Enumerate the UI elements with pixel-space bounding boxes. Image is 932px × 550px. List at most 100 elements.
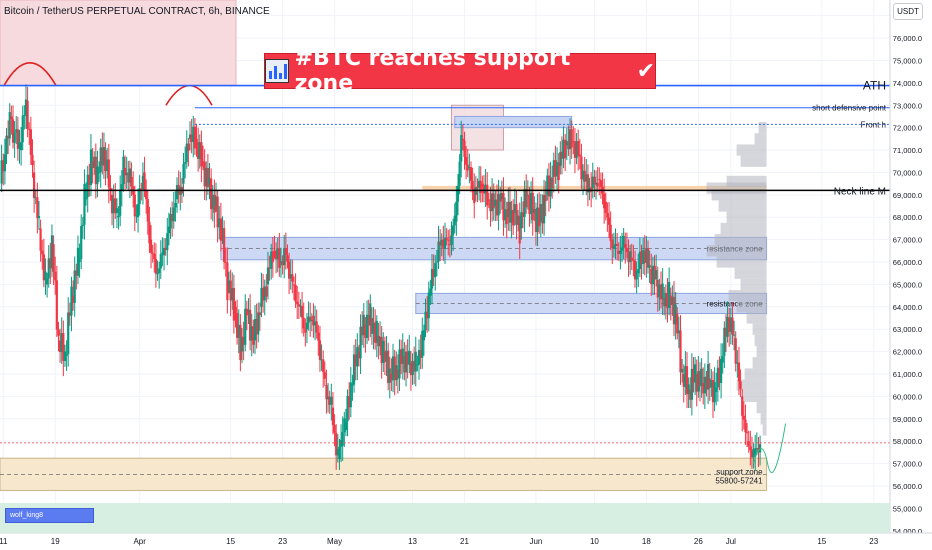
candle-body [223,228,226,262]
volume-profile-bar [706,182,767,194]
candle-body [393,356,396,381]
candle-body [357,351,361,359]
candle-body [685,366,689,395]
candle-body [257,312,260,335]
candle-body [328,396,331,405]
candle-body [89,149,93,186]
price-tick-label: 76,000.0 [893,34,922,43]
ath-highlight-box [0,0,237,87]
candle-body [382,340,385,364]
candle-body [320,359,323,361]
candle-body [127,172,130,183]
volume-profile-bar [720,222,767,235]
candle-body [58,340,62,353]
candle-body [681,369,684,373]
candle-body [586,174,590,193]
candle-body [133,194,136,217]
candle-body [466,164,469,171]
time-tick-label: Jun [529,537,542,546]
candle-body [732,334,736,336]
candle-body [705,376,708,390]
candle-body [687,384,690,395]
candle-body [75,270,78,276]
candle-body [304,328,307,333]
candle-body [497,193,500,216]
candle-body [356,347,359,367]
candle-body [185,143,188,163]
candle-body [650,268,653,285]
candle-body [110,194,114,214]
candle-body [283,248,286,266]
candle-body [539,204,542,222]
volume-profile-bar [742,390,767,402]
candle-body [503,209,507,221]
candle-body [50,235,54,269]
candle-body [729,317,732,332]
candle-body [36,197,39,219]
candle-body [232,288,235,321]
candle-body [294,284,297,302]
candle-body [745,432,749,434]
currency-button[interactable]: USDT [893,3,923,20]
candle-body [703,376,706,394]
candle-body [411,360,414,376]
volume-profile-bar [754,334,767,347]
candle-body [581,170,585,180]
volume-profile-bar [756,401,767,414]
candle-body [369,303,372,326]
candle-body [525,189,528,208]
price-tick-label: 70,000.0 [893,168,922,177]
candle-body [518,215,521,244]
candle-body [262,287,265,301]
candle-body [348,396,351,408]
candle-body [593,176,596,185]
volume-profile-bar [760,413,767,425]
candle-body [404,351,408,373]
candle-body [440,239,443,246]
volume-profile-bar [726,211,767,223]
candle-body [237,324,240,338]
candle-body [68,312,71,316]
candle-body [54,271,57,281]
candle-body [136,204,140,218]
volume-profile-bar [758,122,767,134]
candle-body [200,142,203,167]
candle-body [469,167,473,181]
candle-body [16,129,19,149]
candle-body [672,296,676,325]
candle-body [400,349,403,364]
candle-body [671,296,674,305]
price-tick-label: 58,000.0 [893,437,922,446]
candle-body [406,351,409,365]
candle-body [607,217,611,225]
price-tick-label: 64,000.0 [893,303,922,312]
headline-text: #BTC reaches support zone [294,46,571,96]
volume-profile-bar [740,155,767,167]
candle-body [57,329,60,336]
candle-body [227,280,231,285]
candle-body [234,306,237,313]
volume-profile-bar [716,256,767,268]
candle-body [195,138,198,143]
candle-body [494,199,497,207]
candle-body [487,199,490,201]
candle-body [192,126,195,142]
candle-body [549,177,552,197]
candle-body [559,151,562,166]
candle-body [309,316,312,322]
candle-body [63,351,67,361]
price-tick-label: 72,000.0 [893,124,922,133]
candle-body [531,192,534,221]
candle-body [80,226,83,260]
candle-body [41,250,44,255]
candle-body [655,269,658,280]
candle-body [656,279,659,298]
candle-body [702,382,705,394]
candle-body [326,396,330,400]
candle-body [421,330,424,358]
candle-body [33,172,36,198]
candle-body [71,295,75,303]
candle-body [633,260,637,280]
candle-body [638,251,641,270]
